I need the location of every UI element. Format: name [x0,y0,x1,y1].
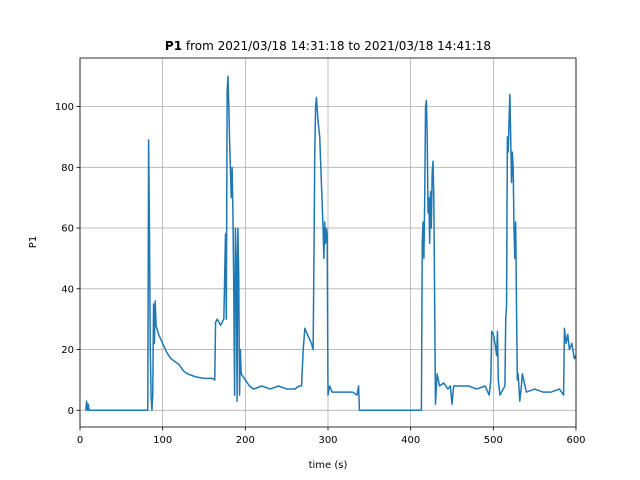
x-tick-label: 0 [77,435,83,446]
y-tick-label: 0 [68,406,74,417]
y-tick-label: 40 [61,284,74,295]
chart-title: P1 from 2021/03/18 14:31:18 to 2021/03/1… [165,39,491,53]
x-axis-label: time (s) [309,460,348,471]
y-tick-label: 80 [61,163,74,174]
x-tick-label: 100 [153,435,172,446]
title-bold: P1 [165,39,182,53]
x-tick-label: 600 [566,435,585,446]
y-tick-label: 100 [55,102,74,113]
title-rest: from 2021/03/18 14:31:18 to 2021/03/18 1… [186,39,491,53]
data-line [85,75,577,412]
plot-frame [79,57,577,428]
y-tick-label: 20 [61,345,74,356]
y-axis-label: P1 [28,236,39,248]
x-tick-label: 500 [484,435,503,446]
x-tick-label: 400 [401,435,420,446]
x-tick-label: 300 [318,435,337,446]
x-tick-label: 200 [236,435,255,446]
y-tick-label: 60 [61,224,74,235]
